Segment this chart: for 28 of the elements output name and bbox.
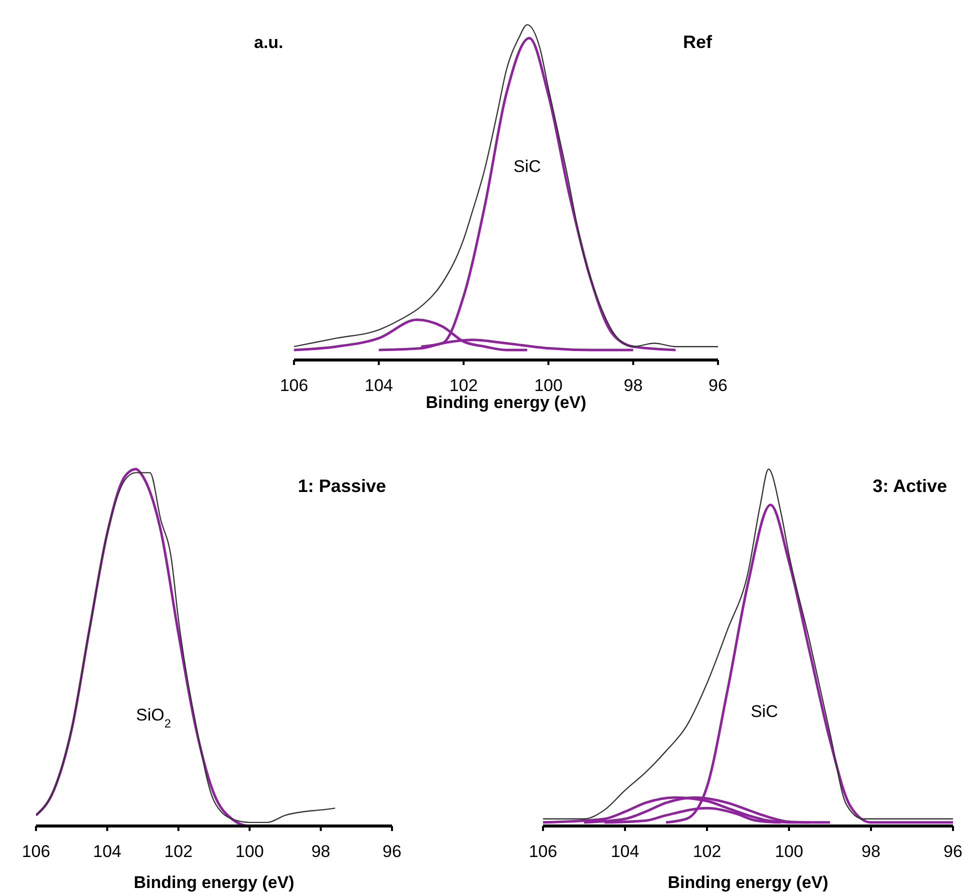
x-tick-label: 96 (382, 842, 402, 862)
x-tick-label: 102 (692, 842, 722, 862)
x-tick-label: 106 (528, 842, 558, 862)
annotation: SiO$_{2}$ (136, 705, 172, 730)
x-axis-title: Binding energy (eV) (426, 393, 586, 412)
x-tick-label: 102 (164, 842, 193, 862)
x-tick-label: 98 (862, 842, 880, 862)
x-tick-label: 102 (449, 376, 478, 396)
x-axis-title: Binding energy (eV) (134, 873, 294, 892)
annotation: SiC (750, 702, 778, 721)
x-tick-label: 104 (610, 842, 640, 862)
x-tick-label: 100 (235, 842, 264, 862)
x-tick-label: 96 (708, 376, 728, 396)
chart-title: 3: Active (872, 476, 947, 496)
x-tick-label: 96 (944, 842, 962, 862)
x-tick-label: 98 (624, 376, 643, 396)
x-tick-label: 100 (534, 376, 563, 396)
chart-title: 1: Passive (298, 476, 386, 496)
x-tick-label: 106 (280, 376, 308, 396)
x-tick-label: 106 (22, 842, 50, 862)
chart-title: Ref (682, 32, 713, 52)
x-tick-label: 98 (311, 842, 330, 862)
annotation: SiC (513, 156, 541, 176)
y-axis-title: a.u. (254, 33, 284, 52)
x-tick-label: 100 (774, 842, 804, 862)
x-tick-label: 104 (93, 842, 122, 862)
x-axis-title: Binding energy (eV) (668, 873, 828, 892)
x-tick-label: 104 (364, 376, 393, 396)
